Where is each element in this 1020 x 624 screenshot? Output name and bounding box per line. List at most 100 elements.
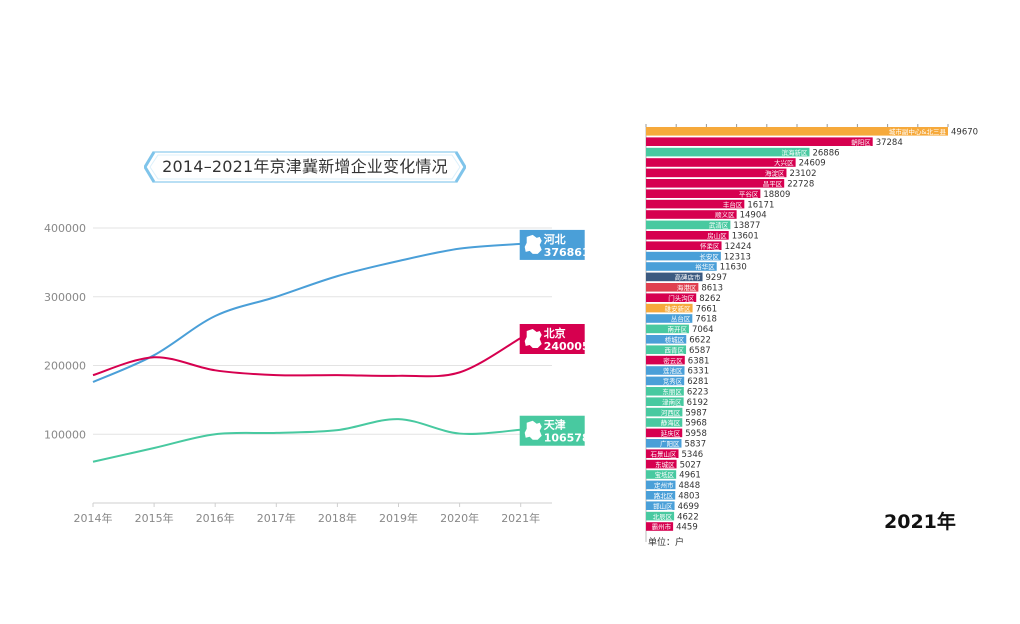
chart-title: 2014–2021年京津冀新增企业变化情况: [162, 157, 448, 176]
bar-value-label: 12424: [725, 242, 752, 252]
bar-category-label: 南开区: [667, 325, 687, 334]
bar-category-label: 滨海新区: [781, 148, 808, 157]
series-line-1: [92, 337, 522, 378]
bar-category-label: 邯山区: [653, 501, 673, 510]
series-name: 天津: [544, 418, 566, 432]
bar-value-label: 13877: [733, 221, 760, 231]
bar-category-label: 朝阳区: [851, 137, 871, 146]
bar-category-label: 武清区: [709, 221, 729, 230]
bar: [646, 199, 745, 209]
bar: [646, 355, 685, 365]
bar: [646, 220, 731, 230]
bar-value-label: 5346: [682, 450, 704, 460]
bar-value-label: 6223: [687, 388, 709, 398]
series-line-0: [92, 242, 521, 383]
bar: [646, 314, 693, 323]
bar: [646, 127, 948, 136]
bar: [646, 366, 685, 375]
bar-value-label: 6381: [688, 356, 710, 366]
bar-category-label: 大兴区: [774, 158, 794, 167]
bar: [646, 179, 785, 188]
bar-value-label: 4803: [678, 492, 700, 502]
bar: [646, 480, 676, 490]
bar-category-label: 雄安新区: [665, 304, 692, 313]
x-tick-label: 2016年: [196, 511, 235, 525]
bar-value-label: 9297: [706, 273, 728, 283]
bar-value-label: 14904: [740, 211, 767, 221]
bar: [646, 397, 684, 406]
bar-category-label: 昌平区: [763, 180, 783, 188]
bar-value-label: 8613: [701, 284, 723, 294]
bar-value-label: 6192: [687, 398, 709, 408]
bar: [646, 470, 677, 479]
bar: [646, 439, 682, 448]
bar-value-label: 13601: [732, 232, 759, 242]
bar-value-label: 5027: [680, 460, 702, 470]
bar-value-label: 22728: [787, 180, 814, 190]
x-tick-label: 2020年: [440, 511, 479, 525]
bar-value-label: 49670: [951, 128, 978, 138]
bar-value-label: 11630: [720, 263, 747, 273]
bar: [646, 210, 737, 219]
bar-value-label: 23102: [789, 169, 816, 179]
bar-value-label: 8262: [699, 294, 721, 304]
bar-value-label: 4459: [676, 523, 698, 533]
bar-category-label: 门头沟区: [668, 293, 695, 302]
bar-value-label: 5958: [685, 429, 707, 439]
bar-value-label: 24609: [799, 159, 826, 169]
bar-category-label: 静海区: [661, 418, 681, 427]
bar-category-label: 平谷区: [739, 189, 759, 198]
bar-value-label: 7661: [696, 304, 718, 314]
bar-category-label: 津南区: [662, 397, 682, 406]
y-tick-label: 200000: [44, 360, 86, 373]
region-map-icon: [524, 420, 542, 440]
bar: [646, 262, 717, 271]
series-end-value: 240005: [544, 340, 590, 353]
bar-category-label: 宝坻区: [655, 470, 675, 479]
bar-category-label: 石景山区: [651, 449, 678, 458]
bar: [646, 449, 679, 458]
bar-category-label: 密云区: [663, 356, 683, 365]
bar-category-label: 莲池区: [663, 366, 683, 375]
bar-category-label: 定州市: [654, 481, 674, 490]
bar: [646, 324, 689, 334]
bar-category-label: 河西区: [661, 409, 681, 417]
bar-category-label: 路北区: [654, 491, 674, 500]
bar-value-label: 12313: [724, 252, 751, 262]
bar: [646, 428, 683, 438]
bar-value-label: 4848: [678, 481, 700, 491]
bar-category-label: 丰台区: [723, 200, 743, 209]
bar: [646, 158, 796, 167]
bar: [646, 293, 697, 302]
region-map-icon: [524, 234, 542, 254]
bar-category-label: 怀柔区: [700, 241, 720, 250]
bar-category-label: 城市副中心&北三县: [889, 127, 947, 136]
bar-category-label: 北辰区: [653, 513, 673, 521]
bar-category-label: 顺义区: [715, 211, 735, 219]
y-tick-label: 100000: [44, 428, 86, 441]
bar-value-label: 6587: [689, 346, 711, 356]
bar: [646, 522, 674, 531]
year-label: 2021年: [884, 511, 956, 533]
x-tick-label: 2021年: [501, 511, 540, 525]
bar-value-label: 5987: [685, 408, 707, 418]
title-frame: [144, 151, 466, 183]
bar-value-label: 4622: [677, 512, 699, 522]
bar: [646, 137, 873, 146]
bar-category-label: 桥城区: [665, 335, 685, 344]
bar-category-label: 房山区: [707, 231, 727, 240]
bar: [646, 283, 699, 292]
bar: [646, 168, 787, 178]
bar: [646, 387, 684, 396]
x-tick-label: 2018年: [318, 511, 357, 525]
bar-category-label: 丛台区: [671, 314, 691, 323]
bar-value-label: 37284: [876, 138, 903, 148]
bar: [646, 231, 729, 240]
bar-value-label: 7064: [692, 325, 714, 335]
bar: [646, 376, 685, 386]
series-end-value: 106578: [544, 432, 590, 445]
bar: [646, 147, 810, 157]
bar-category-label: 长安区: [699, 252, 719, 261]
bar: [646, 251, 721, 261]
